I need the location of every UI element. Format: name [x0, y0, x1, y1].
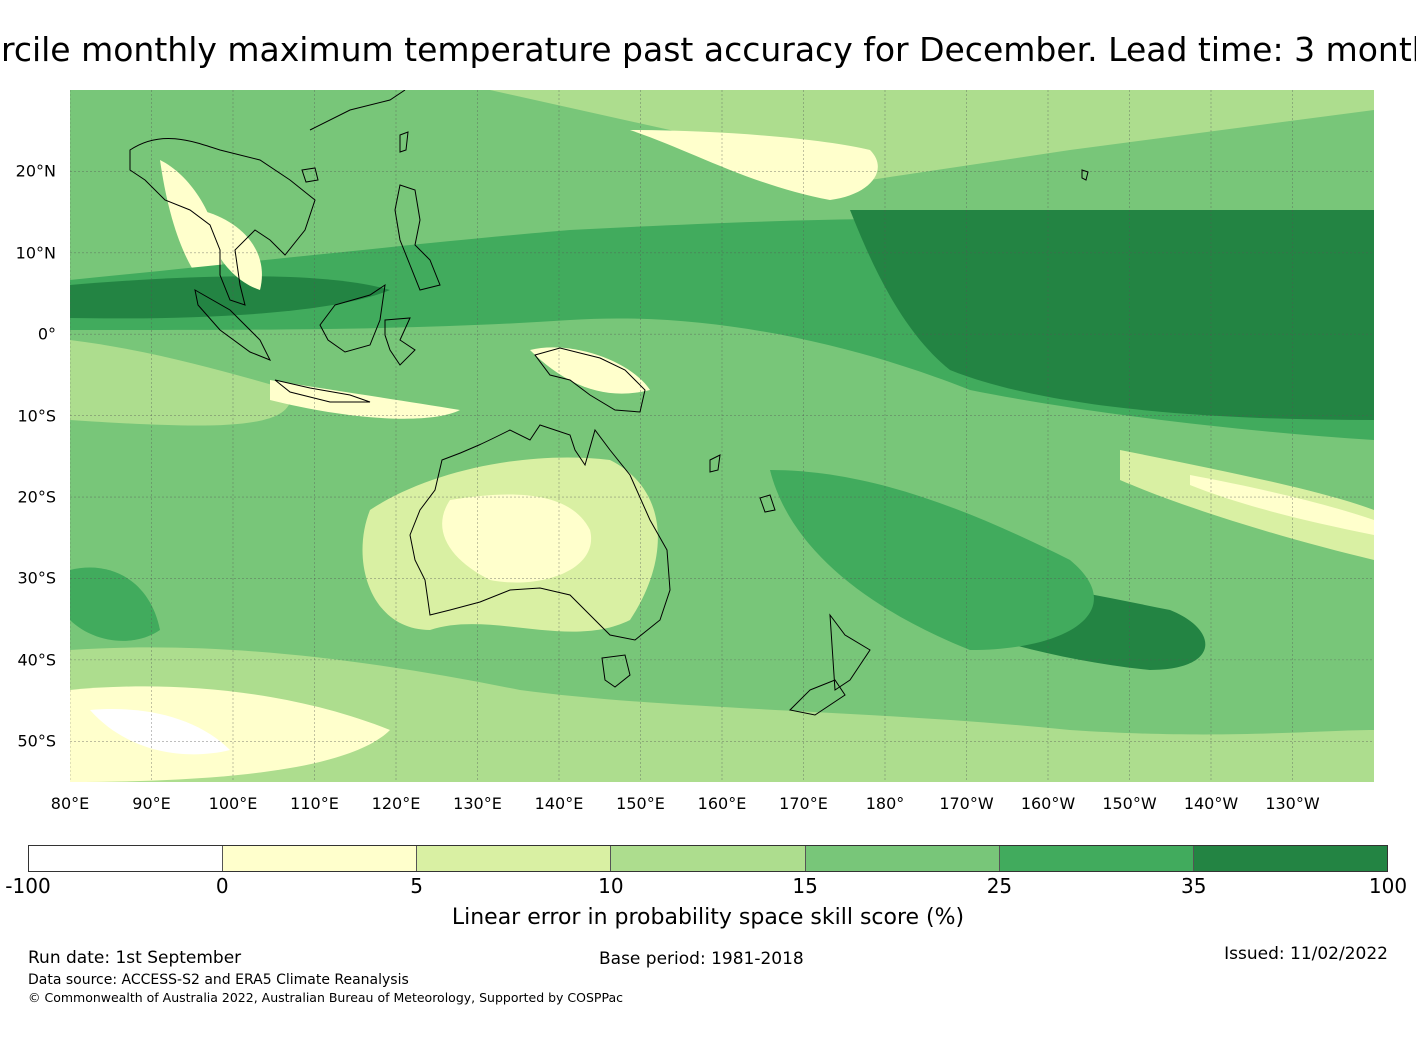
coastlines	[129, 90, 1089, 716]
longitude-label: 160°W	[1020, 794, 1076, 813]
colorbar-segment	[29, 846, 224, 871]
new-guinea-coast	[534, 347, 646, 413]
longitude-label: 150°W	[1102, 794, 1157, 813]
colorbar-tick-label: 25	[986, 874, 1013, 898]
run-date: Run date: 1st September	[28, 948, 242, 968]
colorbar-tick-label: 15	[792, 874, 818, 898]
taiwan-coast	[399, 131, 409, 153]
colorbar-segment	[999, 846, 1194, 871]
base-period: Base period: 1981-2018	[599, 949, 804, 969]
longitude-label: 130°W	[1265, 794, 1320, 813]
longitude-label: 90°E	[132, 794, 171, 813]
southeast-asia-coast	[129, 137, 316, 306]
latitude-label: 10°S	[17, 406, 56, 426]
latitude-label: 20°S	[17, 487, 56, 507]
latitude-label: 30°S	[17, 568, 56, 588]
colorbar-segment	[417, 846, 612, 871]
map-title: Tercile monthly maximum temperature past…	[0, 30, 1416, 69]
colorbar-tick-label: 10	[598, 874, 624, 898]
latitude-label: 10°N	[15, 243, 56, 263]
longitude-label: 130°E	[453, 794, 502, 813]
data-source: Data source: ACCESS-S2 and ERA5 Climate …	[28, 972, 409, 988]
longitude-label: 80°E	[50, 794, 90, 813]
colorbar	[28, 845, 1388, 872]
copyright: © Commonwealth of Australia 2022, Austra…	[28, 990, 623, 1005]
new-zealand-north-coast	[829, 613, 871, 691]
china-coast	[309, 90, 406, 131]
hainan-coast	[301, 167, 319, 183]
longitude-label: 170°W	[939, 794, 994, 813]
fiji-coast	[709, 454, 721, 473]
borneo-coast	[319, 283, 386, 353]
colorbar-tick-label: -100	[5, 874, 51, 898]
sulawesi-coast	[384, 317, 416, 366]
graticule	[70, 90, 1374, 782]
sumatra-coast	[194, 289, 272, 361]
longitude-label: 140°W	[1183, 794, 1239, 813]
colorbar-segment	[1193, 846, 1387, 871]
longitude-label: 150°E	[616, 794, 665, 813]
latitude-label: 40°S	[17, 650, 56, 670]
latitude-label: 20°N	[15, 161, 56, 181]
new-caledonia-coast	[759, 494, 776, 513]
australia-coast	[409, 424, 671, 641]
longitude-label: 100°E	[208, 794, 258, 813]
colorbar-tick-label: 35	[1180, 874, 1207, 898]
colorbar-segment	[805, 846, 1000, 871]
latitude-label: 50°S	[17, 731, 56, 751]
colorbar-tick-label: 0	[215, 874, 229, 898]
longitude-label: 140°E	[534, 794, 584, 813]
colorbar-segment	[611, 846, 806, 871]
new-zealand-south-coast	[788, 679, 846, 716]
philippines-coast	[394, 184, 441, 291]
longitude-label: 120°E	[371, 794, 421, 813]
java-coast	[274, 379, 371, 403]
longitude-label: 170°E	[779, 794, 828, 813]
longitude-label: 110°E	[290, 794, 339, 813]
tasmania-coast	[601, 654, 631, 688]
colorbar-segment	[223, 846, 418, 871]
colorbar-tick-label: 5	[410, 874, 423, 898]
map-canvas	[70, 90, 1374, 782]
hawaii-coast	[1081, 169, 1089, 181]
skill-score-map	[70, 90, 1374, 782]
latitude-label: 0°	[37, 324, 56, 344]
colorbar-label: Linear error in probability space skill …	[451, 905, 965, 930]
colorbar-tick-label: 100	[1368, 874, 1408, 898]
issued-date: Issued: 11/02/2022	[1224, 944, 1388, 964]
longitude-label: 160°E	[697, 794, 747, 813]
longitude-label: 180°	[865, 794, 905, 813]
